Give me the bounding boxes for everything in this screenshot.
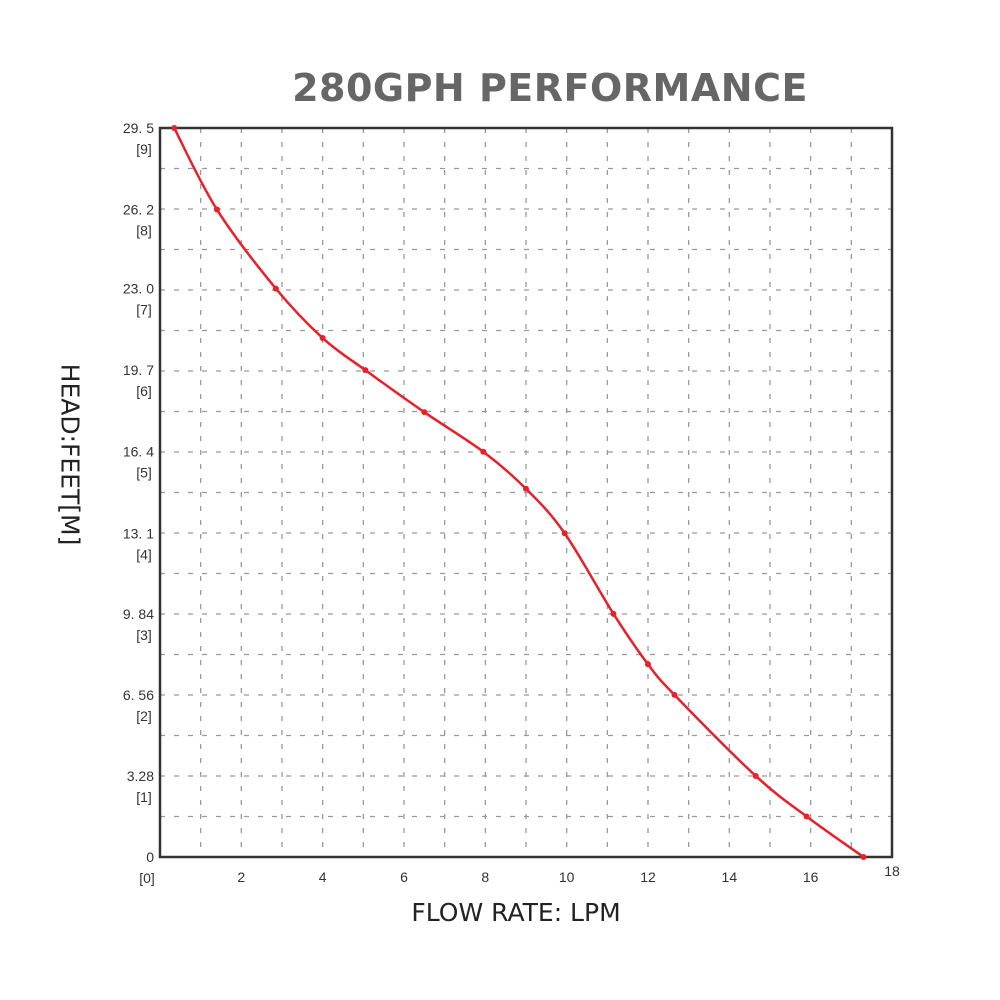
plot-frame — [158, 126, 894, 859]
data-point — [213, 206, 220, 213]
y-tick-label-feet: 6. 56 — [123, 687, 154, 703]
x-tick-label: 2 — [237, 869, 245, 885]
data-point — [803, 813, 810, 820]
x-tick-label: 12 — [640, 869, 656, 885]
x-tick-label: 8 — [481, 869, 489, 885]
y-tick-label-meters: [0] — [139, 870, 155, 886]
y-tick-label-feet: 3.28 — [127, 768, 154, 784]
y-tick-label-meters: [1] — [136, 789, 152, 805]
data-point — [752, 772, 759, 779]
y-tick-label-meters: [3] — [136, 627, 152, 643]
data-point — [523, 485, 529, 492]
data-point — [561, 530, 568, 537]
x-axis-label: FLOW RATE: LPM — [411, 898, 621, 927]
data-point — [480, 448, 487, 455]
data-point — [645, 661, 651, 668]
chart-title: 280GPH PERFORMANCE — [292, 66, 808, 110]
y-tick-label-meters: [5] — [136, 465, 152, 481]
y-tick-label-feet: 19. 7 — [123, 362, 154, 378]
y-tick-label-meters: [9] — [136, 141, 152, 157]
x-tick-label: 10 — [559, 869, 575, 885]
x-tick-label: 6 — [400, 869, 408, 885]
y-tick-label-feet: 29. 5 — [123, 120, 154, 136]
y-tick-label-meters: [7] — [136, 302, 152, 318]
performance-curve — [173, 127, 865, 859]
data-point — [272, 285, 279, 292]
y-tick-label-feet: 13. 1 — [123, 525, 154, 541]
data-point — [319, 335, 326, 342]
data-point — [610, 610, 617, 617]
data-point — [171, 125, 178, 131]
y-tick-label-feet: 26. 2 — [123, 202, 154, 218]
y-tick-label-feet: 16. 4 — [123, 444, 154, 460]
y-tick-label-feet: 0 — [146, 849, 154, 865]
x-tick-label: 16 — [803, 869, 819, 885]
data-point — [671, 691, 678, 698]
data-point — [860, 854, 867, 860]
y-tick-label-meters: [2] — [136, 708, 152, 724]
data-point — [362, 367, 369, 374]
data-point — [421, 409, 428, 416]
y-tick-label-meters: [8] — [136, 223, 152, 239]
y-tick-label-feet: 9. 84 — [123, 606, 154, 622]
x-tick-label: 18 — [884, 863, 900, 879]
y-tick-label-meters: [4] — [136, 546, 152, 562]
x-tick-label: 14 — [722, 869, 738, 885]
x-tick-label: 4 — [319, 869, 327, 885]
y-tick-label-meters: [6] — [136, 383, 152, 399]
y-tick-label-feet: 23. 0 — [123, 281, 154, 297]
